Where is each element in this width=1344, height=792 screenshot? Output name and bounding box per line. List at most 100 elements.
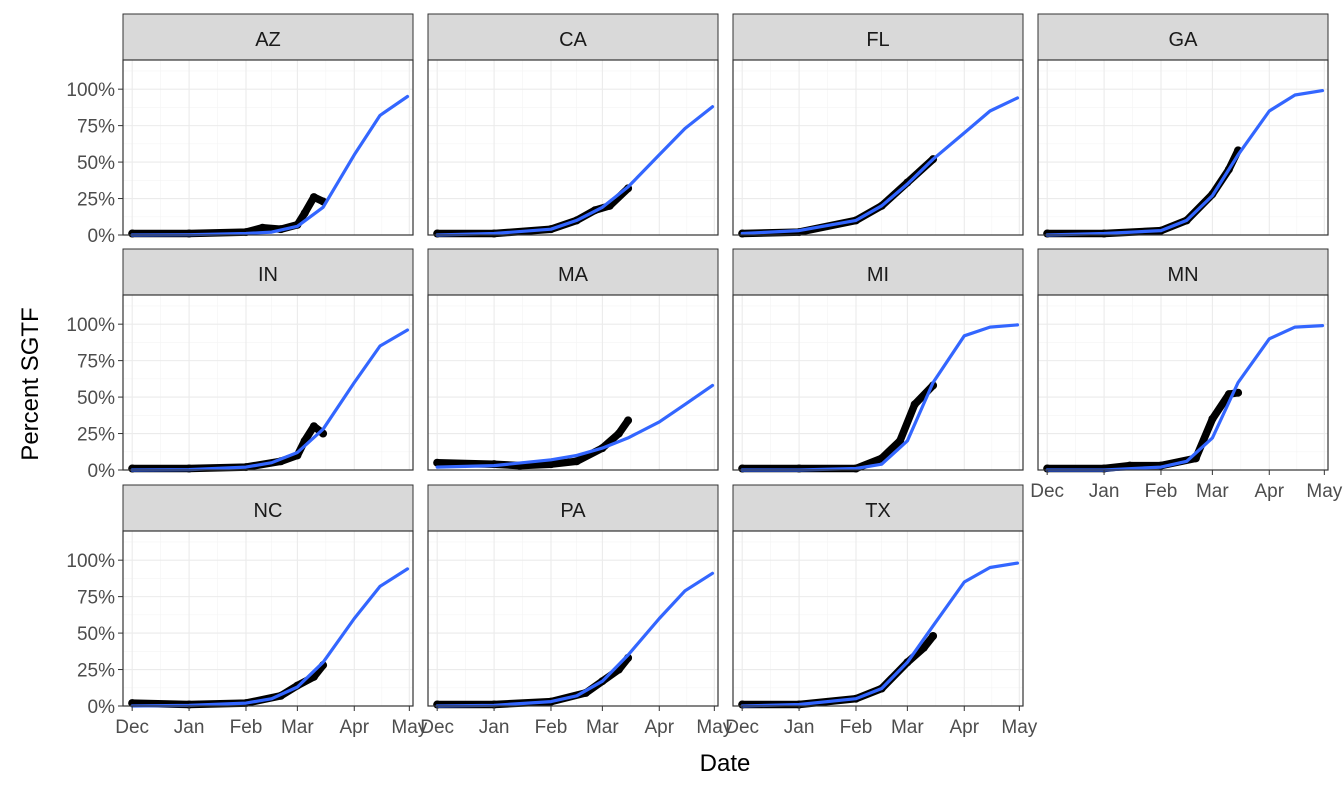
facet-tx: TX Dec Jan Feb Mar Apr May	[725, 484, 1038, 738]
facet-strip-label: AZ	[255, 29, 281, 51]
y-tick-label: 75%	[77, 352, 115, 373]
x-tick-label: Feb	[1145, 481, 1178, 502]
panel-background	[733, 295, 1023, 470]
observed-point	[309, 193, 318, 202]
observed-point	[1234, 388, 1243, 397]
facet-fl: FL	[732, 13, 1024, 238]
fit-curve	[1045, 324, 1325, 472]
x-tick-label: Apr	[1254, 481, 1284, 502]
facet-strip-label: CA	[559, 29, 587, 51]
x-tick-label: Dec	[1030, 481, 1064, 502]
x-tick-label: Jan	[1089, 481, 1120, 502]
observed-point	[910, 400, 919, 409]
y-tick-label: 25%	[77, 190, 115, 211]
panel-border	[122, 59, 414, 236]
facet-strip	[1037, 248, 1329, 296]
panel-border	[122, 530, 414, 707]
facet-strip-label: TX	[865, 500, 891, 522]
panel-border	[1037, 294, 1329, 471]
x-tick-label: Jan	[784, 717, 815, 738]
panel-background	[733, 531, 1023, 706]
panel-background	[428, 295, 718, 470]
observed-point	[896, 436, 905, 445]
y-tick-label: 0%	[88, 697, 116, 718]
facet-ca: CA	[427, 13, 719, 238]
observed-point	[433, 458, 442, 467]
facet-mn: MN Dec Jan Feb Mar Apr May	[1030, 248, 1343, 502]
y-tick-label: 75%	[77, 117, 115, 138]
facet-in: IN 0% 25% 50% 75% 100%	[66, 248, 414, 482]
observed-point	[300, 209, 309, 218]
panel-border	[427, 530, 719, 707]
facet-strip	[122, 13, 414, 61]
x-tick-label: Mar	[891, 717, 924, 738]
x-tick-label: Dec	[115, 717, 149, 738]
panel-background	[1038, 295, 1328, 470]
y-tick-label: 100%	[66, 80, 115, 101]
facet-strip-label: PA	[560, 500, 586, 522]
facet-ma: MA	[427, 248, 719, 471]
panel-border	[732, 530, 1024, 707]
facet-strip-label: GA	[1169, 29, 1199, 51]
x-tick-label: Feb	[230, 717, 263, 738]
x-tick-label: May	[391, 717, 427, 738]
x-tick-label: Mar	[586, 717, 619, 738]
facet-strip-label: MN	[1167, 264, 1198, 286]
panel-border	[427, 59, 719, 236]
fit-curve	[435, 105, 715, 237]
x-tick-label: Apr	[949, 717, 979, 738]
x-tick-label: Apr	[339, 717, 369, 738]
fit-curve	[130, 567, 410, 708]
observed-point	[572, 457, 581, 466]
facet-nc: NC 0% 25% 50% 75% 100% Dec Jan Feb Mar Apr May	[66, 484, 428, 738]
y-tick-label: 0%	[88, 461, 116, 482]
y-tick-label: 50%	[77, 388, 115, 409]
panel-background	[123, 60, 413, 235]
observed-point	[919, 643, 928, 652]
x-tick-label: Jan	[479, 717, 510, 738]
panel-border	[122, 294, 414, 471]
facet-strip-label: MI	[867, 264, 889, 286]
fit-curve	[435, 571, 715, 708]
fit-curve	[130, 328, 410, 472]
facet-mi: MI	[732, 248, 1024, 473]
y-tick-label: 100%	[66, 315, 115, 336]
y-tick-label: 100%	[66, 551, 115, 572]
observed-point	[309, 422, 318, 431]
fit-curve	[435, 383, 715, 469]
panel-background	[428, 60, 718, 235]
panel-border	[1037, 59, 1329, 236]
panel-border	[732, 59, 1024, 236]
fit-curve	[130, 94, 410, 237]
observed-point	[929, 632, 938, 640]
facet-strip-label: IN	[258, 264, 278, 286]
facet-ga: GA	[1037, 13, 1329, 238]
y-axis-title: Percent SGTF	[17, 307, 44, 460]
y-tick-label: 25%	[77, 425, 115, 446]
facet-panels: AZ 0% 25% 50% 75% 100% CA FL GA IN 0% 25% 50% 75% 100%…	[66, 13, 1343, 738]
x-tick-label: May	[696, 717, 732, 738]
y-tick-label: 50%	[77, 153, 115, 174]
observed-point	[614, 429, 623, 438]
x-tick-label: Mar	[281, 717, 314, 738]
y-tick-label: 0%	[88, 226, 116, 247]
observed-point	[1208, 414, 1217, 423]
fit-curve	[1045, 88, 1325, 237]
x-tick-label: May	[1306, 481, 1342, 502]
facet-strip	[732, 13, 1024, 61]
y-tick-label: 50%	[77, 624, 115, 645]
x-tick-label: Apr	[644, 717, 674, 738]
panel-border	[732, 294, 1024, 471]
observed-point	[258, 223, 267, 232]
observed-point	[546, 460, 555, 469]
facet-pa: PA Dec Jan Feb Mar Apr May	[420, 484, 733, 738]
x-tick-label: Mar	[1196, 481, 1229, 502]
facet-strip	[427, 484, 719, 532]
fit-curve	[740, 561, 1020, 708]
facet-strip	[732, 484, 1024, 532]
panel-background	[123, 295, 413, 470]
fit-curve	[740, 96, 1020, 236]
x-tick-label: May	[1001, 717, 1037, 738]
panel-background	[428, 531, 718, 706]
y-tick-label: 25%	[77, 661, 115, 682]
